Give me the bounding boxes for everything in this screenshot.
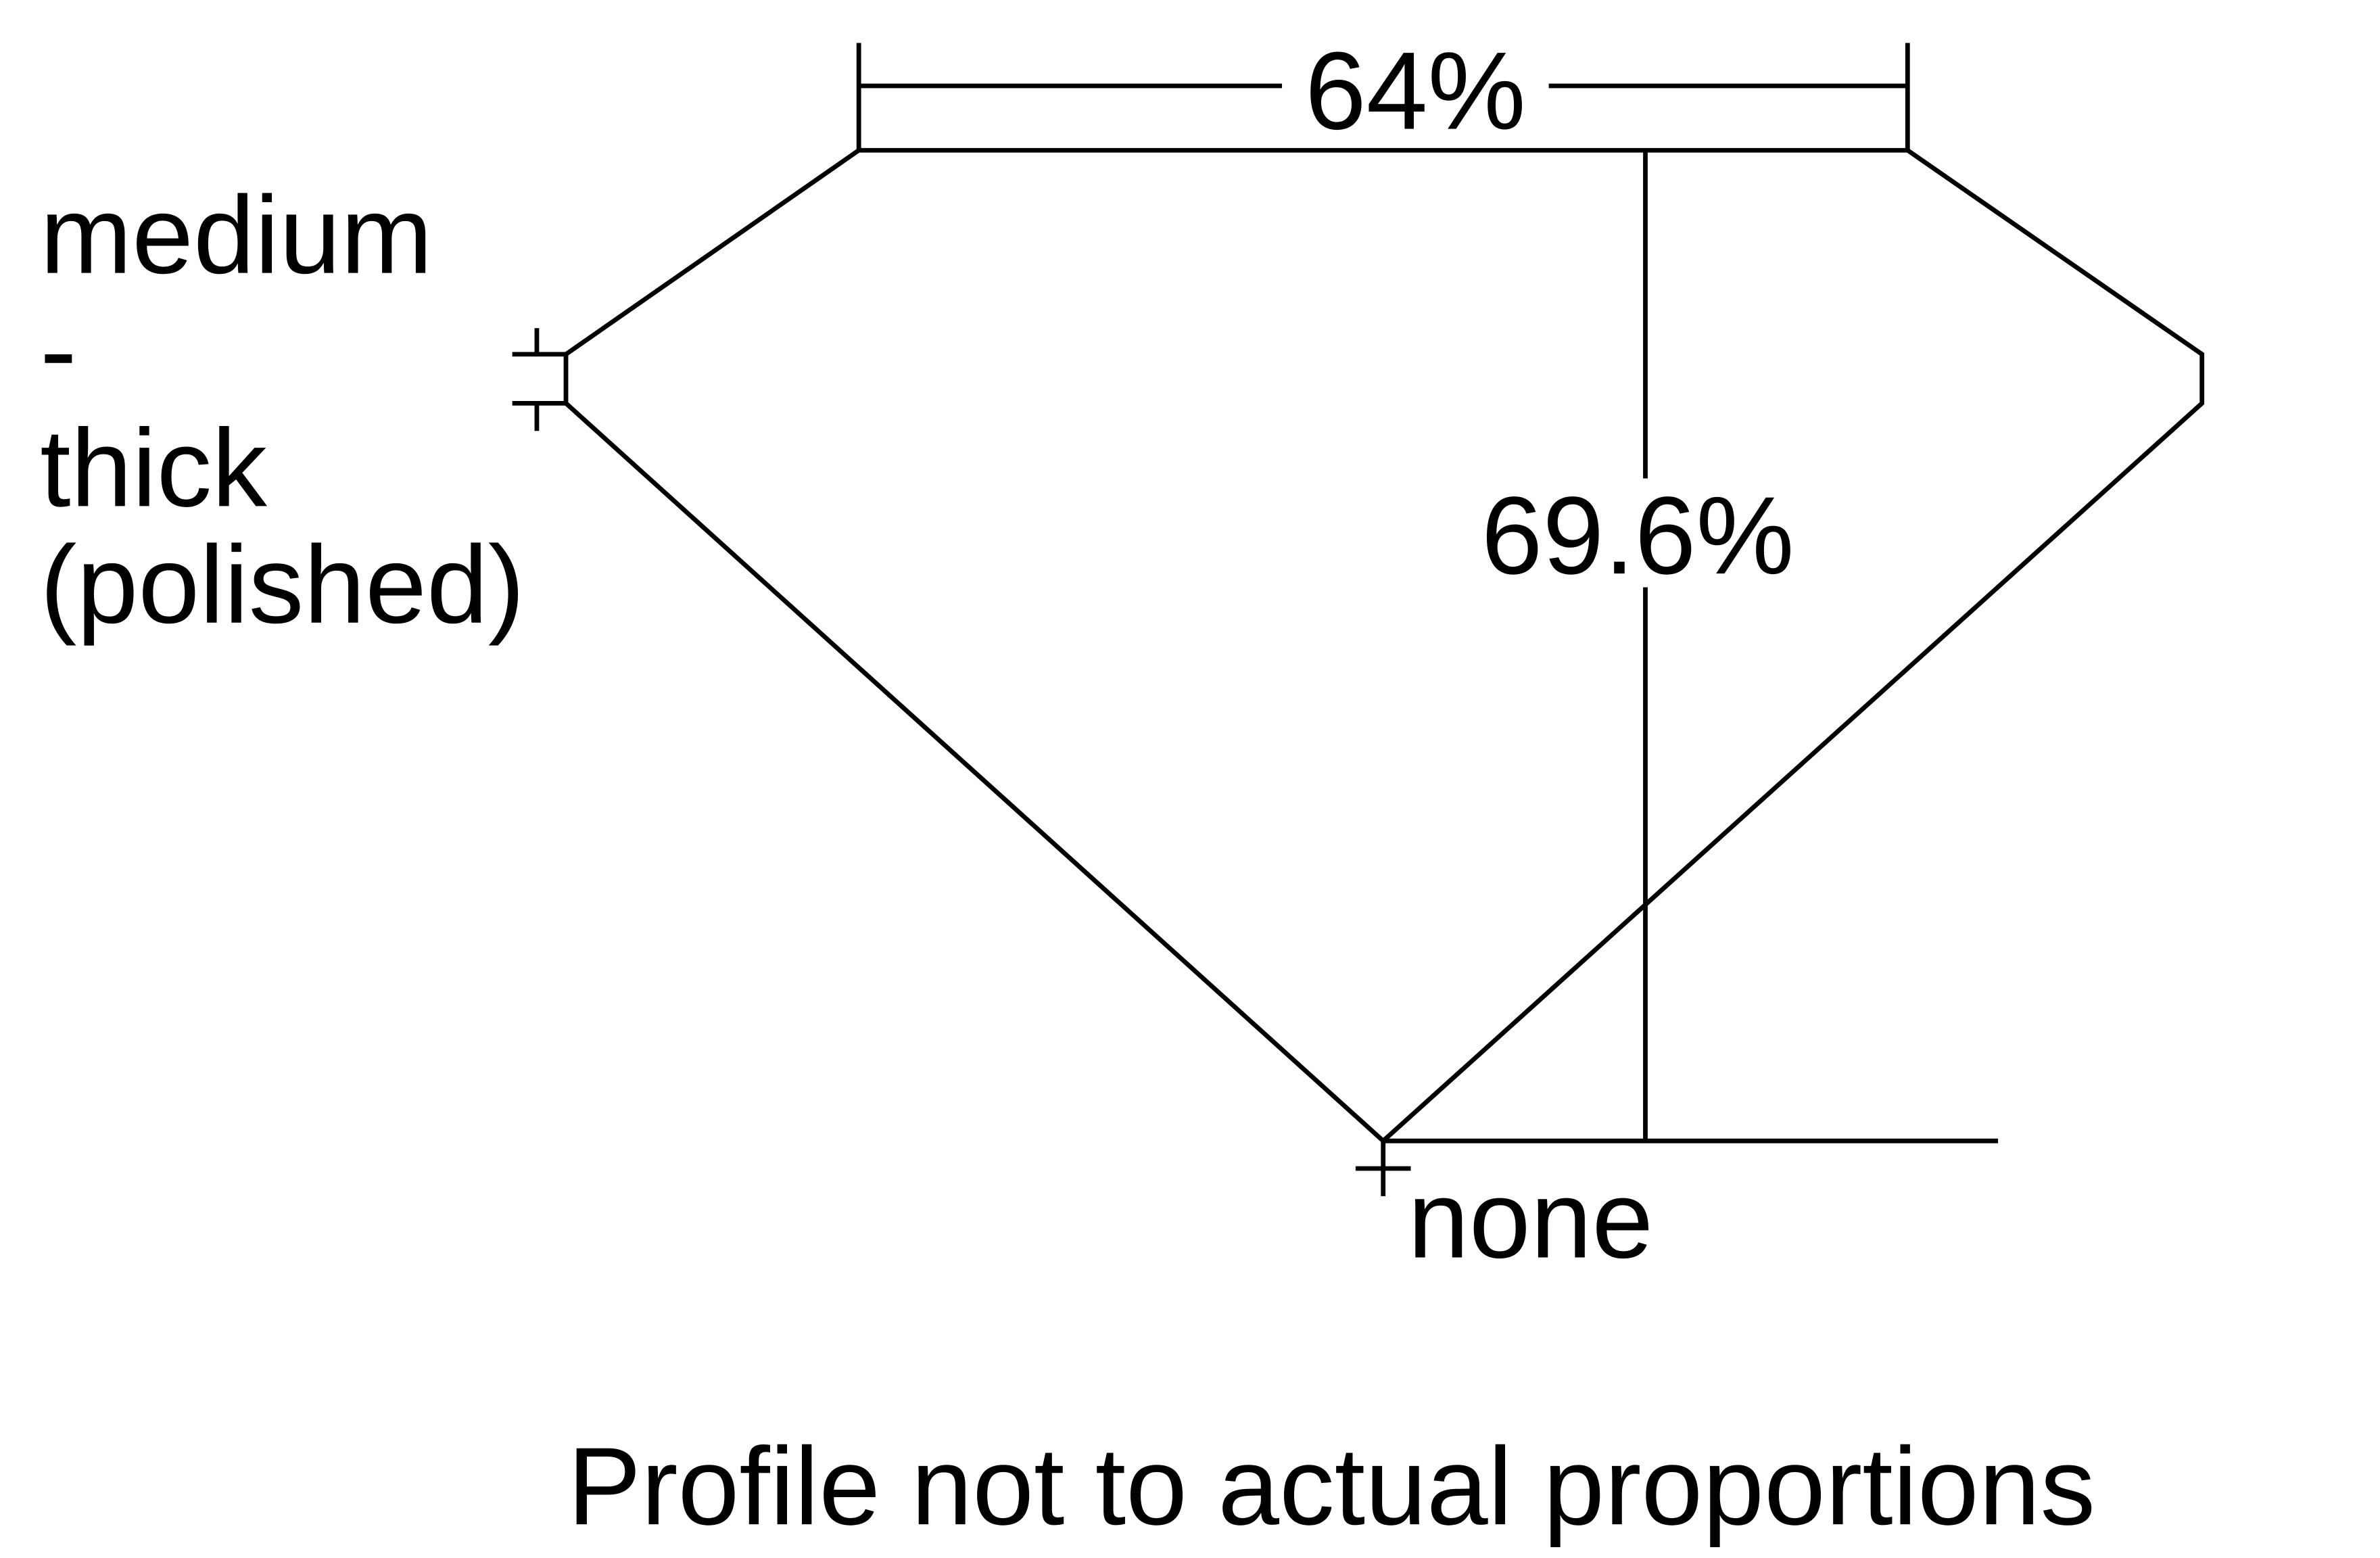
girdle-label-line-4: (polished): [40, 523, 525, 646]
table-dimension: 64%: [856, 28, 1910, 152]
culet-marker: [1355, 1141, 1411, 1196]
girdle-label-line-3: thick: [40, 406, 267, 529]
girdle-label-line-2: -: [40, 288, 76, 412]
footnote: Profile not to actual proportions: [567, 1424, 2095, 1548]
girdle-label: medium - thick (polished): [40, 173, 525, 646]
depth-dimension: 69.6%: [1383, 150, 1999, 1143]
table-percentage: 64%: [1305, 28, 1526, 152]
depth-percentage: 69.6%: [1481, 473, 1794, 597]
diamond-outline: [563, 147, 2205, 1144]
girdle-label-line-1: medium: [40, 173, 433, 297]
diamond-profile-shape: [563, 147, 2205, 1144]
culet-label: none: [1408, 1158, 1653, 1281]
girdle-markers: [512, 328, 567, 431]
